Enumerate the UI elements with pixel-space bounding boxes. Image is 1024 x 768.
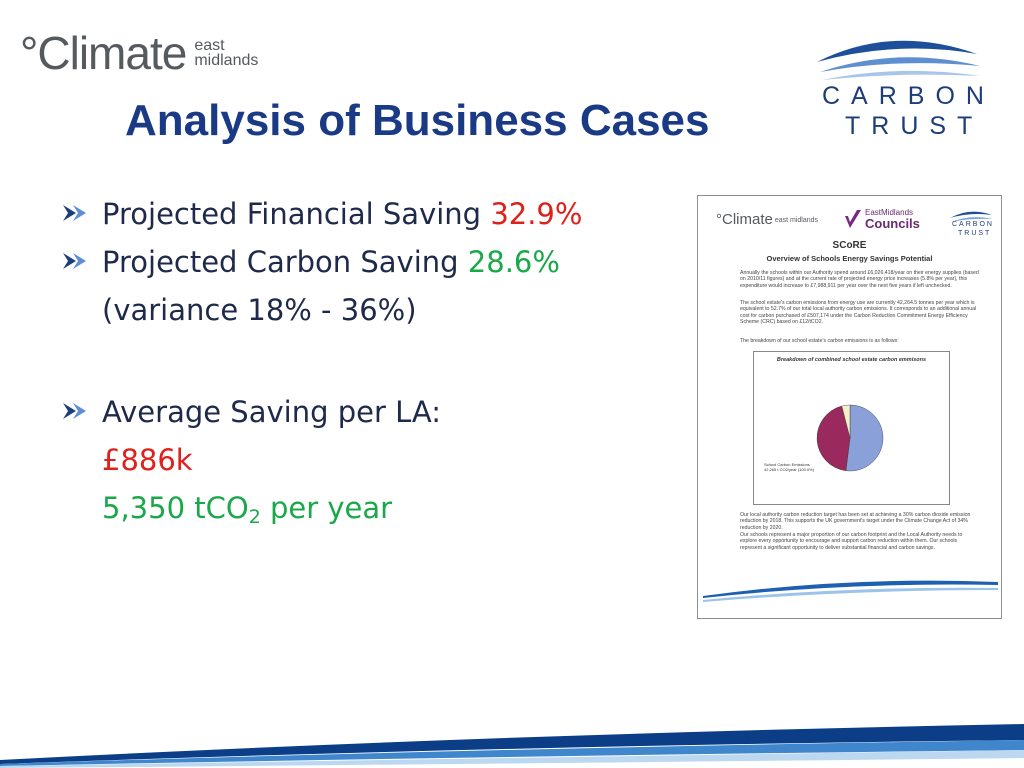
average-carbon-suffix: per year: [260, 491, 393, 525]
check-mark-logo-icon: [845, 210, 861, 228]
slide-title: Analysis of Business Cases: [125, 96, 710, 145]
document-paragraph-5: Our schools represent a major proportion…: [740, 532, 963, 551]
bullet-average-saving: Average Saving per LA:: [62, 388, 702, 436]
document-climate-word: °Climate: [716, 211, 773, 228]
document-paragraph-3: The breakdown of our school estate's car…: [740, 338, 899, 344]
document-climate-logo: °Climate east midlands: [716, 211, 818, 228]
chevron-bullet-icon: [63, 205, 86, 221]
footer-swoosh-icon: [0, 724, 1024, 768]
bullet-financial-saving: Projected Financial Saving 32.9%: [62, 190, 702, 238]
document-heading: SCoRE: [832, 240, 867, 251]
variance-text: (variance 18% - 36%): [102, 293, 417, 327]
climate-logo-east: east: [194, 37, 225, 54]
spacer: [62, 338, 702, 388]
document-em-line1: EastMidlands: [865, 208, 914, 217]
document-header: °Climate east midlands EastMidlands Counc…: [716, 208, 994, 240]
document-subheading: Overview of Schools Energy Savings Poten…: [766, 254, 933, 263]
financial-saving-label: Projected Financial Saving: [102, 197, 482, 231]
chevron-bullet-icon: [63, 253, 86, 269]
chevron-bullet-icon: [63, 403, 86, 419]
carbon-trust-line1: CARBON: [822, 82, 995, 110]
chart-legend-line1: School Carbon Emissions: [764, 462, 810, 467]
bullet-list: Projected Financial Saving 32.9% Project…: [62, 190, 702, 532]
average-carbon-value: 5,350 tCO2 per year: [102, 491, 393, 528]
climate-logo-sub: east midlands: [194, 37, 259, 69]
carbon-trust-arcs-icon: [817, 40, 980, 80]
average-carbon-line: 5,350 tCO2 per year: [62, 484, 702, 532]
average-carbon-subscript: 2: [248, 506, 261, 528]
document-paragraph-4: Our local authority carbon reduction tar…: [740, 512, 971, 531]
document-paragraph-2: The school estate's carbon emissions fro…: [740, 300, 977, 326]
average-carbon-prefix: 5,350 tCO: [102, 491, 249, 525]
document-climate-sub: east midlands: [774, 217, 819, 224]
pie-slice-0: [845, 404, 884, 472]
document-carbon-trust-logo: CARBON TRUST: [948, 208, 994, 240]
chart-legend: School Carbon Emissions 42,265 t CO2/yea…: [764, 462, 814, 472]
document-ct-line1: CARBON: [952, 221, 994, 228]
carbon-trust-line2: TRUST: [845, 112, 984, 140]
document-pie-chart: Breakdown of combined school estate carb…: [753, 351, 950, 505]
score-document-thumbnail: °Climate east midlands EastMidlands Counc…: [697, 195, 1002, 619]
average-money-line: £886k: [62, 436, 702, 484]
carbon-saving-value: 28.6%: [467, 245, 560, 279]
chart-title: Breakdown of combined school estate carb…: [776, 357, 927, 363]
pie-slice-1: [816, 405, 851, 471]
variance-line: (variance 18% - 36%): [62, 286, 702, 338]
document-em-councils-logo: EastMidlands Councils: [844, 208, 920, 230]
document-em-line2: Councils: [865, 216, 920, 231]
pie-chart-svg: [816, 404, 884, 472]
carbon-saving-label: Projected Carbon Saving: [102, 245, 459, 279]
pie-slice-2: [841, 404, 851, 439]
document-carbon-trust-arcs-icon: [950, 211, 993, 222]
bullet-carbon-saving: Projected Carbon Saving 28.6%: [62, 238, 702, 286]
document-paragraph-1: Annually the schools within our Authorit…: [740, 270, 979, 289]
carbon-trust-logo: CARBON TRUST: [812, 32, 995, 142]
average-money-value: £886k: [102, 443, 193, 477]
document-ct-line2: TRUST: [958, 230, 992, 237]
average-saving-label: Average Saving per LA:: [102, 395, 442, 429]
climate-logo-word: °Climate: [20, 27, 187, 79]
climate-east-midlands-logo: °Climate east midlands: [20, 30, 258, 78]
financial-saving-value: 32.9%: [490, 197, 583, 231]
document-footer-swoosh-icon: [703, 580, 998, 602]
climate-logo-midlands: midlands: [194, 52, 259, 69]
chart-legend-line2: 42,265 t CO2/year (100.0%): [764, 467, 815, 472]
